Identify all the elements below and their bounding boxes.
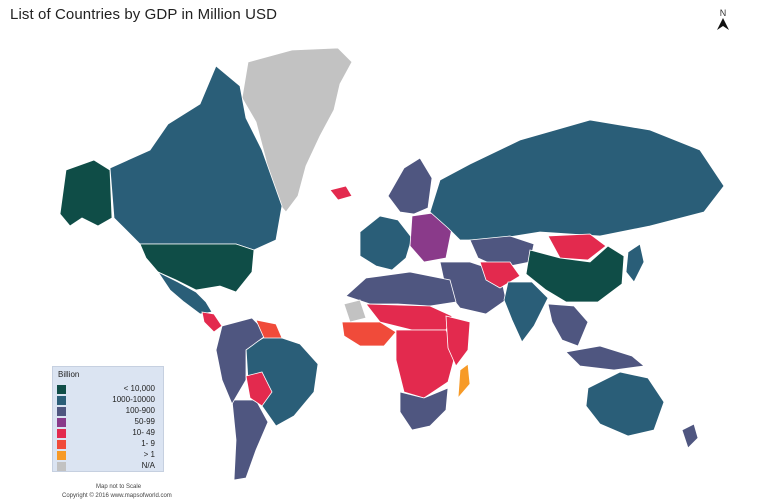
scale-note: Map not to Scale <box>96 484 142 490</box>
legend-label: 1000-10000 <box>112 395 155 404</box>
legend-label: > 1 <box>143 450 155 459</box>
legend-item: 50-99 <box>57 417 159 428</box>
legend-item: 10- 49 <box>57 428 159 439</box>
region-southern-africa <box>399 387 449 431</box>
legend-item: 100-900 <box>57 406 159 417</box>
region-japan <box>625 243 645 283</box>
legend-swatch <box>57 385 66 394</box>
region-mongolia <box>547 233 607 261</box>
region-scandinavia <box>387 157 433 215</box>
north-arrow-glyph <box>717 18 729 30</box>
legend-label: 50-99 <box>134 417 155 426</box>
region-western-europe <box>359 215 413 271</box>
region-central-africa <box>395 329 457 399</box>
legend-label: < 10,000 <box>123 384 155 393</box>
legend-swatch <box>57 440 66 449</box>
region-guianas <box>255 319 283 339</box>
region-north-africa <box>345 271 457 307</box>
copyright: Copyright © 2016 www.mapsofworld.com <box>62 493 172 499</box>
legend-item: 1000-10000 <box>57 395 159 406</box>
legend-title: Billion <box>58 370 80 379</box>
legend-label: 100-900 <box>125 406 155 415</box>
region-argentina <box>231 399 269 481</box>
legend-swatch <box>57 462 66 471</box>
legend-swatch <box>57 451 66 460</box>
legend-label: 10- 49 <box>132 428 155 437</box>
region-bolivia-paraguay <box>245 371 273 407</box>
legend-item: 1- 9 <box>57 439 159 450</box>
region-alaska <box>59 159 113 227</box>
region-west-africa <box>341 321 397 347</box>
region-russia <box>429 119 725 241</box>
legend-swatch <box>57 396 66 405</box>
legend-label: 1- 9 <box>141 439 155 448</box>
north-arrow-icon: N <box>716 8 730 32</box>
region-central-america <box>201 311 223 333</box>
region-iceland <box>329 185 353 201</box>
region-india <box>503 281 549 343</box>
legend-swatch <box>57 418 66 427</box>
region-china <box>525 245 625 303</box>
legend-swatch <box>57 407 66 416</box>
region-australia <box>585 371 665 437</box>
region-western-sahara <box>343 299 367 323</box>
region-united-states <box>139 243 255 293</box>
legend-item: < 10,000 <box>57 384 159 395</box>
region-mexico <box>156 270 213 315</box>
region-new-zealand <box>681 423 699 449</box>
legend-label: N/A <box>141 461 155 470</box>
legend-item: > 1 <box>57 450 159 461</box>
north-label: N <box>719 8 727 18</box>
region-east-africa <box>445 315 471 367</box>
legend-swatch <box>57 429 66 438</box>
region-madagascar <box>457 363 471 400</box>
region-southeast-asia <box>547 303 589 347</box>
map-title: List of Countries by GDP in Million USD <box>10 6 278 23</box>
region-indonesia <box>565 345 645 371</box>
legend: Billion < 10,000 1000-10000 100-900 50-99 10… <box>52 366 164 472</box>
legend-item: N/A <box>57 461 159 472</box>
